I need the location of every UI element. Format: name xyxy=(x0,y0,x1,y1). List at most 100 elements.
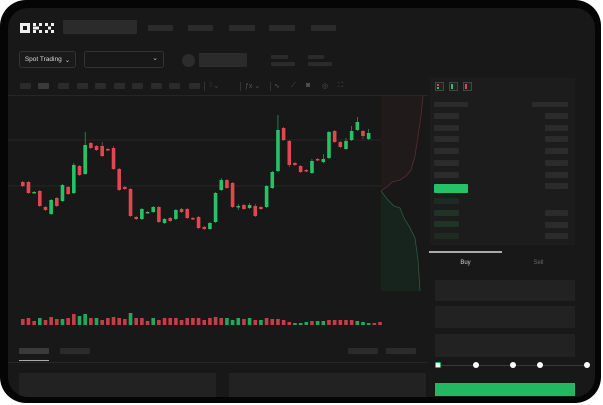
slider-step-25[interactable] xyxy=(473,362,479,368)
candlestick-type-icon[interactable]: ⫶⫶ ⌄ xyxy=(209,82,219,89)
timeframe-button[interactable] xyxy=(77,83,88,89)
bid-price xyxy=(434,221,459,228)
orderbook-asks-icon[interactable] xyxy=(463,82,472,91)
volume-bar xyxy=(185,318,190,325)
buy-button[interactable] xyxy=(435,383,575,396)
bid-price xyxy=(434,233,459,240)
candle-body xyxy=(145,212,150,214)
volume-bar xyxy=(128,313,133,325)
volume-bar xyxy=(32,321,36,325)
toolbar-separator xyxy=(270,82,271,91)
candle-body xyxy=(38,191,42,206)
volume-bar xyxy=(123,319,127,325)
tab-buy[interactable]: Buy xyxy=(460,260,471,266)
candle-body xyxy=(111,148,116,169)
trading-mode-button[interactable]: Spot Trading ⌄ xyxy=(19,51,76,68)
volume-bar xyxy=(315,321,320,325)
ruler-icon[interactable]: ⟋ xyxy=(291,82,296,89)
candle-body xyxy=(225,180,229,188)
volume-bar xyxy=(281,320,286,325)
timeframe-button[interactable] xyxy=(132,83,143,89)
candle-body xyxy=(128,189,133,216)
candle-body xyxy=(355,122,360,130)
volume-bar xyxy=(208,318,212,325)
bid-size xyxy=(545,233,568,240)
candle-body xyxy=(89,143,93,148)
nav-item[interactable] xyxy=(188,25,213,31)
toolbar-separator xyxy=(240,82,241,91)
line-tool-icon[interactable]: ∿ xyxy=(274,83,280,90)
volume-bar xyxy=(378,322,382,325)
ask-price xyxy=(434,124,459,131)
ask-price xyxy=(434,113,459,119)
candle-body xyxy=(287,141,292,165)
candle-body xyxy=(94,146,99,150)
candle-body xyxy=(174,210,178,219)
coin-icon xyxy=(182,54,195,67)
ask-size xyxy=(545,124,568,131)
timeframe-button[interactable] xyxy=(114,83,125,89)
candle-body xyxy=(366,133,371,139)
app-screen: Spot Trading ⌄ ⌄ ⫶⫶ ⌄ ƒx ⌄ ∿ ⟋ ◙ ◎ ⛶ Buy… xyxy=(8,8,595,397)
toolbar-separator xyxy=(204,82,205,91)
bottom-action[interactable] xyxy=(386,348,416,354)
camera-icon[interactable]: ◙ xyxy=(306,82,311,89)
nav-item[interactable] xyxy=(311,25,336,31)
stat-label xyxy=(308,55,324,59)
slider-handle[interactable] xyxy=(435,362,441,368)
candle-body xyxy=(72,165,76,193)
slider-step-75[interactable] xyxy=(537,362,543,368)
tab-underline xyxy=(19,360,49,361)
candle-body xyxy=(327,132,331,158)
nav-item[interactable] xyxy=(269,25,295,31)
candle-body xyxy=(264,186,269,207)
pair-dropdown[interactable]: ⌄ xyxy=(84,51,164,68)
orderbook-bids-icon[interactable] xyxy=(449,82,458,91)
ask-size xyxy=(545,148,568,155)
pair-price xyxy=(199,53,247,67)
candle-body xyxy=(344,141,348,149)
price-input[interactable] xyxy=(435,280,575,301)
candle-body xyxy=(332,131,337,142)
fullscreen-icon[interactable]: ⛶ xyxy=(338,82,343,89)
timeframe-button[interactable] xyxy=(58,83,69,89)
ask-price xyxy=(434,148,459,155)
tab-sell[interactable]: Sell xyxy=(533,260,544,266)
candle-body xyxy=(162,219,167,223)
slider-step-50[interactable] xyxy=(510,362,516,368)
bottom-action[interactable] xyxy=(348,348,378,354)
indicator-icon[interactable]: ƒx ⌄ xyxy=(245,83,261,90)
candle-body xyxy=(242,205,246,209)
volume-bar xyxy=(134,318,138,325)
tab-underline xyxy=(429,251,502,253)
timeframe-button[interactable] xyxy=(169,83,180,89)
volume-bar xyxy=(66,318,70,325)
tab-order-history[interactable] xyxy=(60,348,90,354)
total-input[interactable] xyxy=(435,334,575,357)
bottom-panel-right xyxy=(229,373,426,397)
volume-bar xyxy=(230,320,235,325)
tab-open-orders[interactable] xyxy=(19,348,49,354)
order-side-tabs: Buy Sell xyxy=(429,252,575,274)
nav-item[interactable] xyxy=(229,25,255,31)
slider-step-100[interactable] xyxy=(584,362,590,368)
volume-bar xyxy=(83,314,87,325)
candlestick-chart[interactable] xyxy=(8,96,428,336)
candle-body xyxy=(270,172,275,188)
orderbook-both-icon[interactable] xyxy=(435,82,444,91)
volume-bar xyxy=(242,319,246,325)
timeframe-button[interactable] xyxy=(20,83,31,89)
nav-item[interactable] xyxy=(148,25,173,31)
volume-bar xyxy=(219,318,224,325)
okx-logo[interactable] xyxy=(20,22,58,34)
stat-value xyxy=(308,62,332,66)
search-bar[interactable] xyxy=(63,20,137,34)
candle-body xyxy=(117,169,121,190)
timeframe-button[interactable] xyxy=(95,83,106,89)
settings-icon[interactable]: ◎ xyxy=(322,83,329,90)
volume-bar xyxy=(298,323,303,325)
timeframe-button[interactable] xyxy=(38,83,49,89)
amount-input[interactable] xyxy=(435,306,575,328)
timeframe-button[interactable] xyxy=(151,83,162,89)
timeframe-button[interactable] xyxy=(189,83,200,89)
